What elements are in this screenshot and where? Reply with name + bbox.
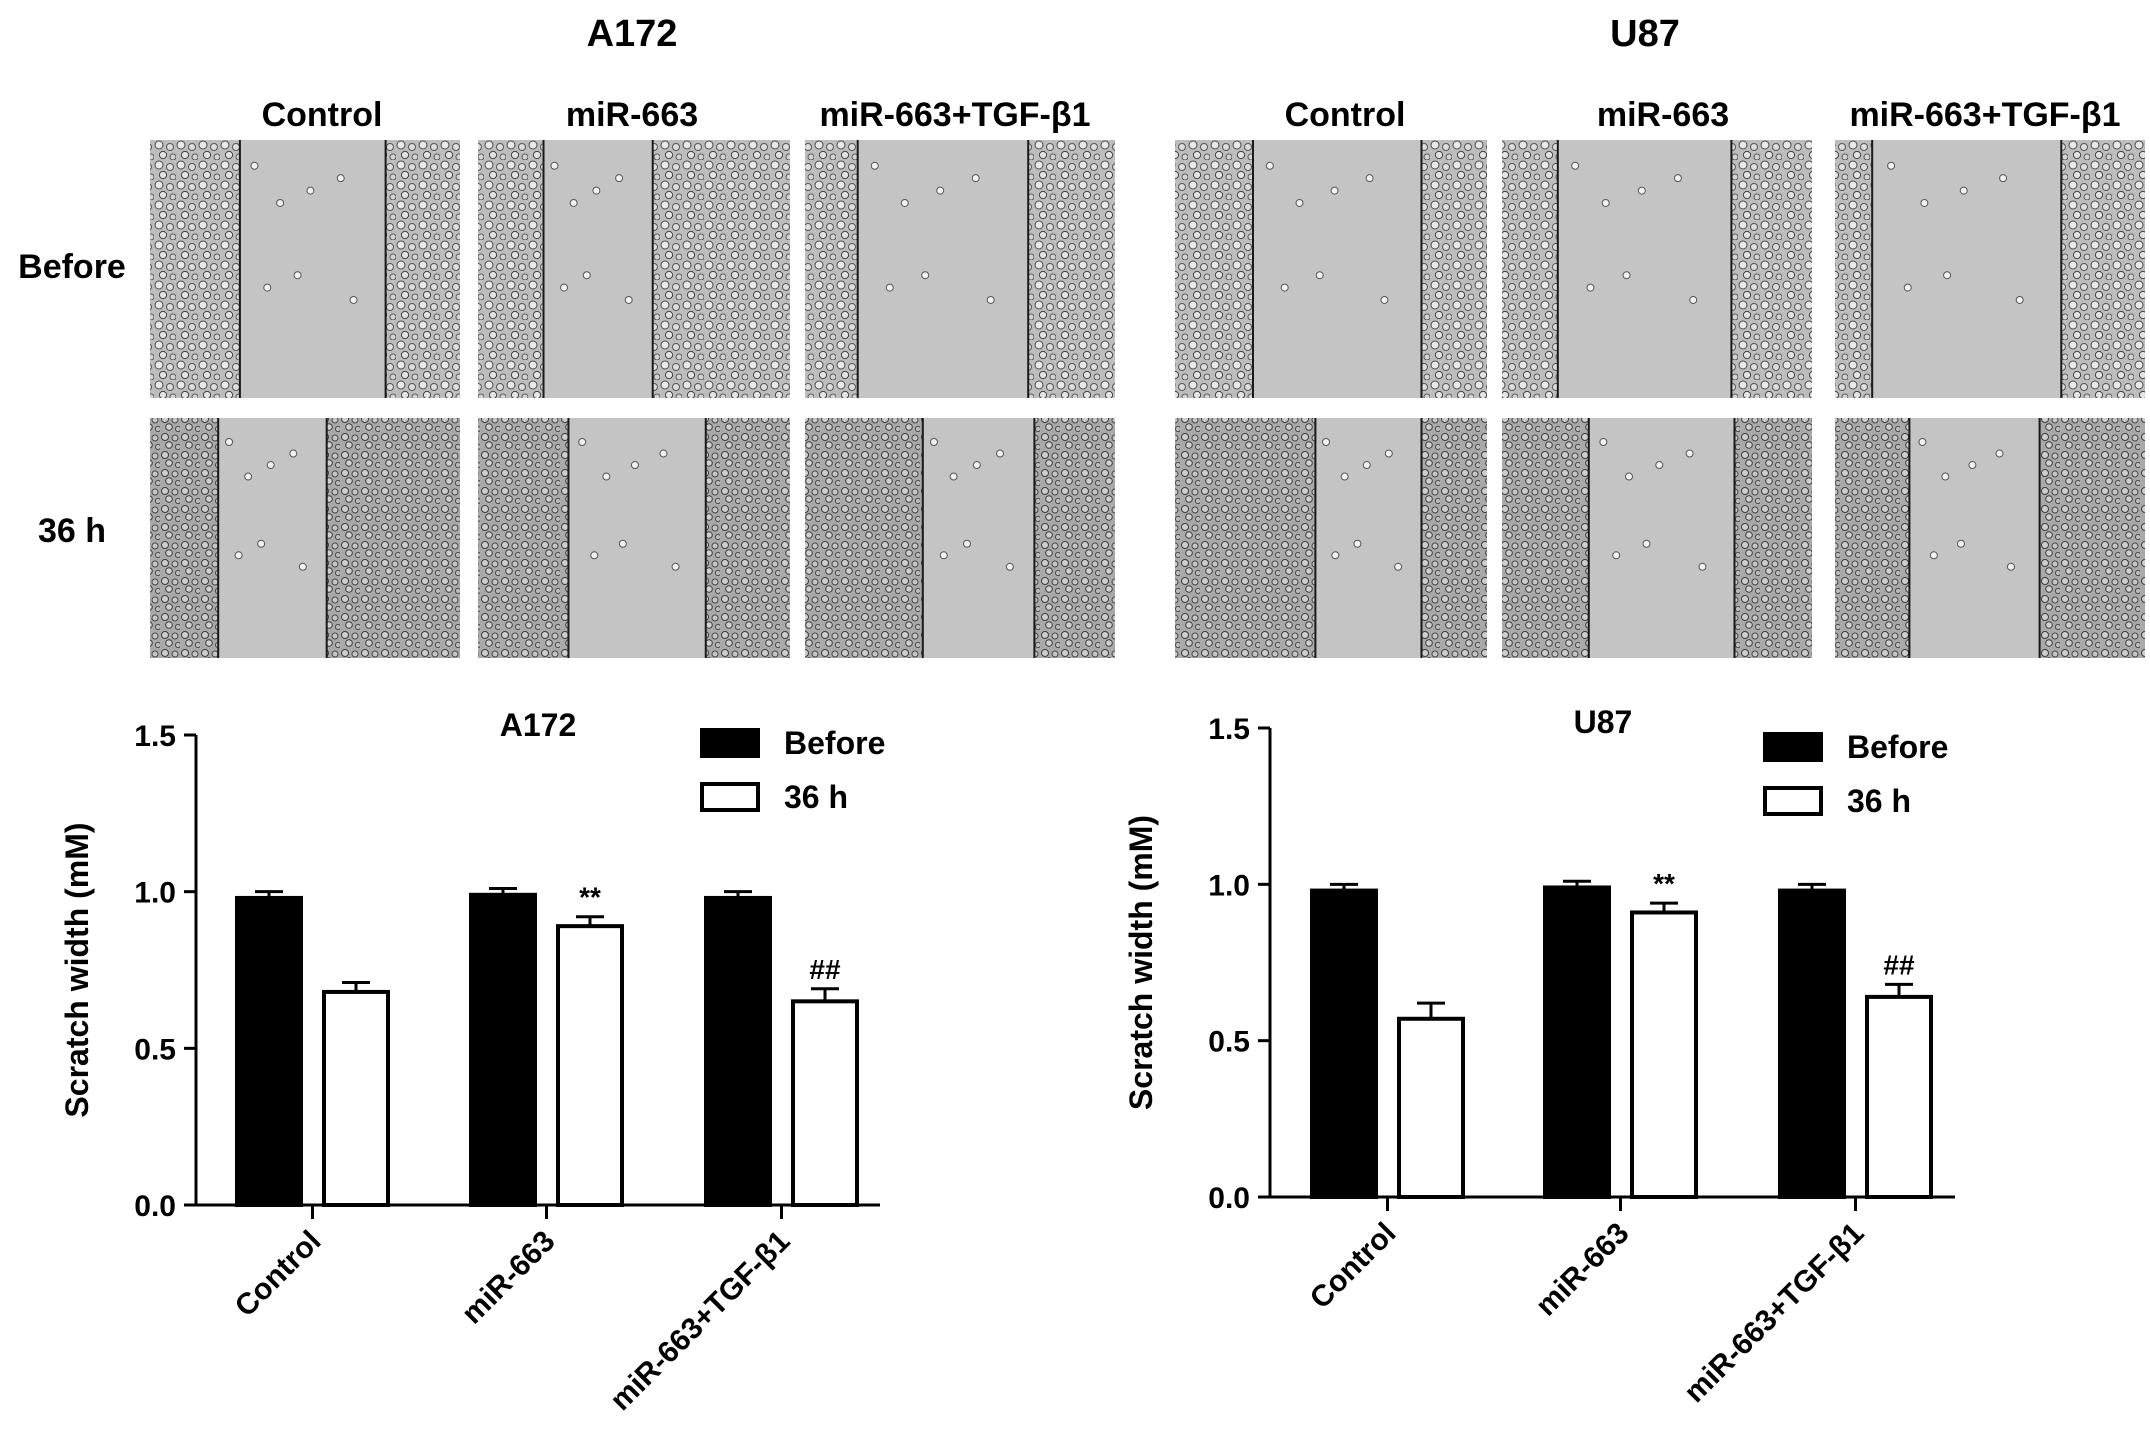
panel-title-a172: A172	[587, 13, 678, 55]
x-tick-label: miR-663+TGF-β1	[604, 1225, 796, 1417]
bar-chart-a172: 0.0 0.5 1.0 1.5 Scratch width (mM) A172 Contro…	[59, 707, 885, 1417]
x-tick-label: miR-663	[456, 1225, 562, 1331]
row-label-36h: 36 h	[38, 512, 106, 550]
legend-swatch	[1763, 732, 1823, 762]
x-tick-label: Control	[229, 1225, 328, 1324]
chart-title: U87	[1574, 704, 1633, 740]
bar-36h	[1865, 994, 1933, 1199]
y-tick-label: 0.5	[1208, 1026, 1250, 1059]
micrograph-grid	[150, 140, 2145, 658]
column-label-a172-mir663: miR-663	[566, 96, 698, 134]
micrograph-image	[1502, 140, 1812, 398]
y-tick-label: 1.5	[134, 720, 176, 753]
column-label-a172-mir663-tgf: miR-663+TGF-β1	[819, 96, 1090, 134]
bar-36h	[556, 924, 624, 1208]
y-axis-label: Scratch width (mM)	[1123, 815, 1159, 1110]
bar-before	[469, 892, 537, 1207]
y-tick-label: 0.0	[1208, 1182, 1250, 1215]
micrograph-image	[150, 140, 460, 398]
column-label-u87-mir663-tgf: miR-663+TGF-β1	[1849, 96, 2120, 134]
column-label-u87-mir663: miR-663	[1597, 96, 1729, 134]
micrograph-image	[805, 418, 1115, 658]
micrograph-image	[1835, 140, 2145, 398]
significance-marker: ##	[1883, 949, 1915, 980]
micrograph-image	[1835, 418, 2145, 658]
micrograph-image	[1175, 140, 1487, 398]
legend-label: 36 h	[784, 779, 848, 815]
bar-36h	[791, 999, 859, 1207]
micrograph-image	[478, 140, 790, 398]
bar-before	[1543, 885, 1611, 1200]
y-tick-label: 1.0	[1208, 869, 1250, 902]
row-label-before: Before	[18, 248, 126, 286]
legend-label: 36 h	[1847, 783, 1911, 819]
micrograph-image	[1502, 418, 1812, 658]
column-label-u87-control: Control	[1285, 96, 1406, 134]
y-tick-label: 0.5	[134, 1033, 176, 1066]
legend-label: Before	[1847, 729, 1948, 765]
legend-swatch	[700, 728, 760, 758]
x-tick-label: miR-663+TGF-β1	[1678, 1217, 1870, 1409]
y-axis-label: Scratch width (mM)	[59, 822, 95, 1117]
panel-title-u87: U87	[1610, 13, 1680, 55]
x-tick-label: Control	[1304, 1217, 1403, 1316]
significance-marker: **	[1653, 868, 1675, 899]
significance-marker: **	[579, 882, 601, 913]
y-tick-label: 1.5	[1208, 713, 1250, 746]
legend-label: Before	[784, 725, 885, 761]
bar-before	[1310, 888, 1378, 1199]
significance-marker: ##	[809, 954, 841, 985]
y-tick-label: 1.0	[134, 877, 176, 910]
bar-before	[235, 895, 303, 1208]
micrograph-image	[805, 140, 1115, 398]
bar-before	[704, 895, 772, 1208]
x-tick-label: miR-663	[1530, 1217, 1636, 1323]
chart-title: A172	[500, 707, 577, 743]
legend-swatch	[700, 782, 760, 812]
y-tick-label: 0.0	[134, 1190, 176, 1223]
micrograph-image	[1175, 418, 1487, 658]
bar-36h	[1630, 910, 1698, 1199]
legend-swatch	[1763, 786, 1823, 816]
micrograph-image	[478, 418, 790, 658]
bar-36h	[322, 989, 390, 1208]
column-label-a172-control: Control	[262, 96, 383, 134]
micrograph-image	[150, 418, 460, 658]
bar-chart-u87: 0.0 0.5 1.0 1.5 Scratch width (mM) U87 Control…	[1123, 704, 1955, 1409]
bar-before	[1778, 888, 1846, 1199]
bar-36h	[1397, 1016, 1465, 1200]
